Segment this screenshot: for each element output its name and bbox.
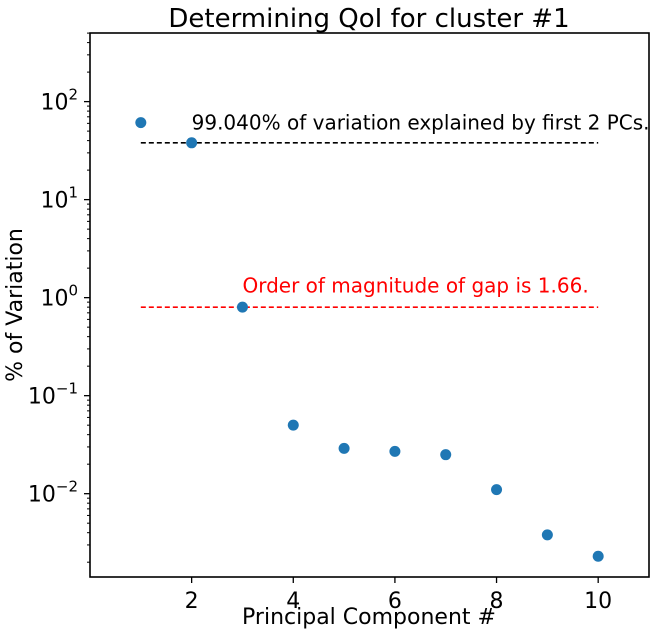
data-point [338, 442, 350, 454]
data-point [389, 445, 401, 457]
x-axis-ticks: 2 4 6 8 10 [185, 577, 612, 614]
y-tick-label: 10−2 [28, 478, 78, 508]
data-point [135, 117, 147, 129]
x-tick-label: 6 [388, 589, 402, 614]
y-tick-label: 100 [40, 282, 78, 312]
y-axis-label: % of Variation [3, 228, 28, 382]
reference-lines [140, 142, 599, 308]
y-axis-ticks: 102 101 100 10−1 10−2 [28, 32, 90, 563]
data-point [236, 301, 248, 313]
data-points [135, 117, 604, 562]
plot-frame [89, 32, 650, 578]
x-tick-label: 10 [584, 589, 612, 614]
data-point [491, 484, 503, 496]
data-point [440, 449, 452, 461]
annotations: 99.040% of variation explained by first … [192, 110, 650, 297]
data-point [287, 419, 299, 431]
x-tick-label: 8 [490, 589, 504, 614]
y-tick-label: 102 [40, 86, 78, 116]
annotation-text: 99.040% of variation explained by first … [192, 110, 650, 134]
chart-title: Determining QoI for cluster #1 [168, 4, 569, 34]
annotation-text: Order of magnitude of gap is 1.66. [242, 273, 588, 297]
y-tick-label: 10−1 [28, 380, 78, 410]
y-tick-label: 101 [40, 184, 78, 214]
x-tick-label: 2 [185, 589, 199, 614]
x-tick-label: 4 [286, 589, 300, 614]
data-point [186, 137, 198, 149]
x-axis-label: Principal Component # [242, 605, 496, 630]
data-point [592, 550, 604, 562]
data-point [541, 529, 553, 541]
